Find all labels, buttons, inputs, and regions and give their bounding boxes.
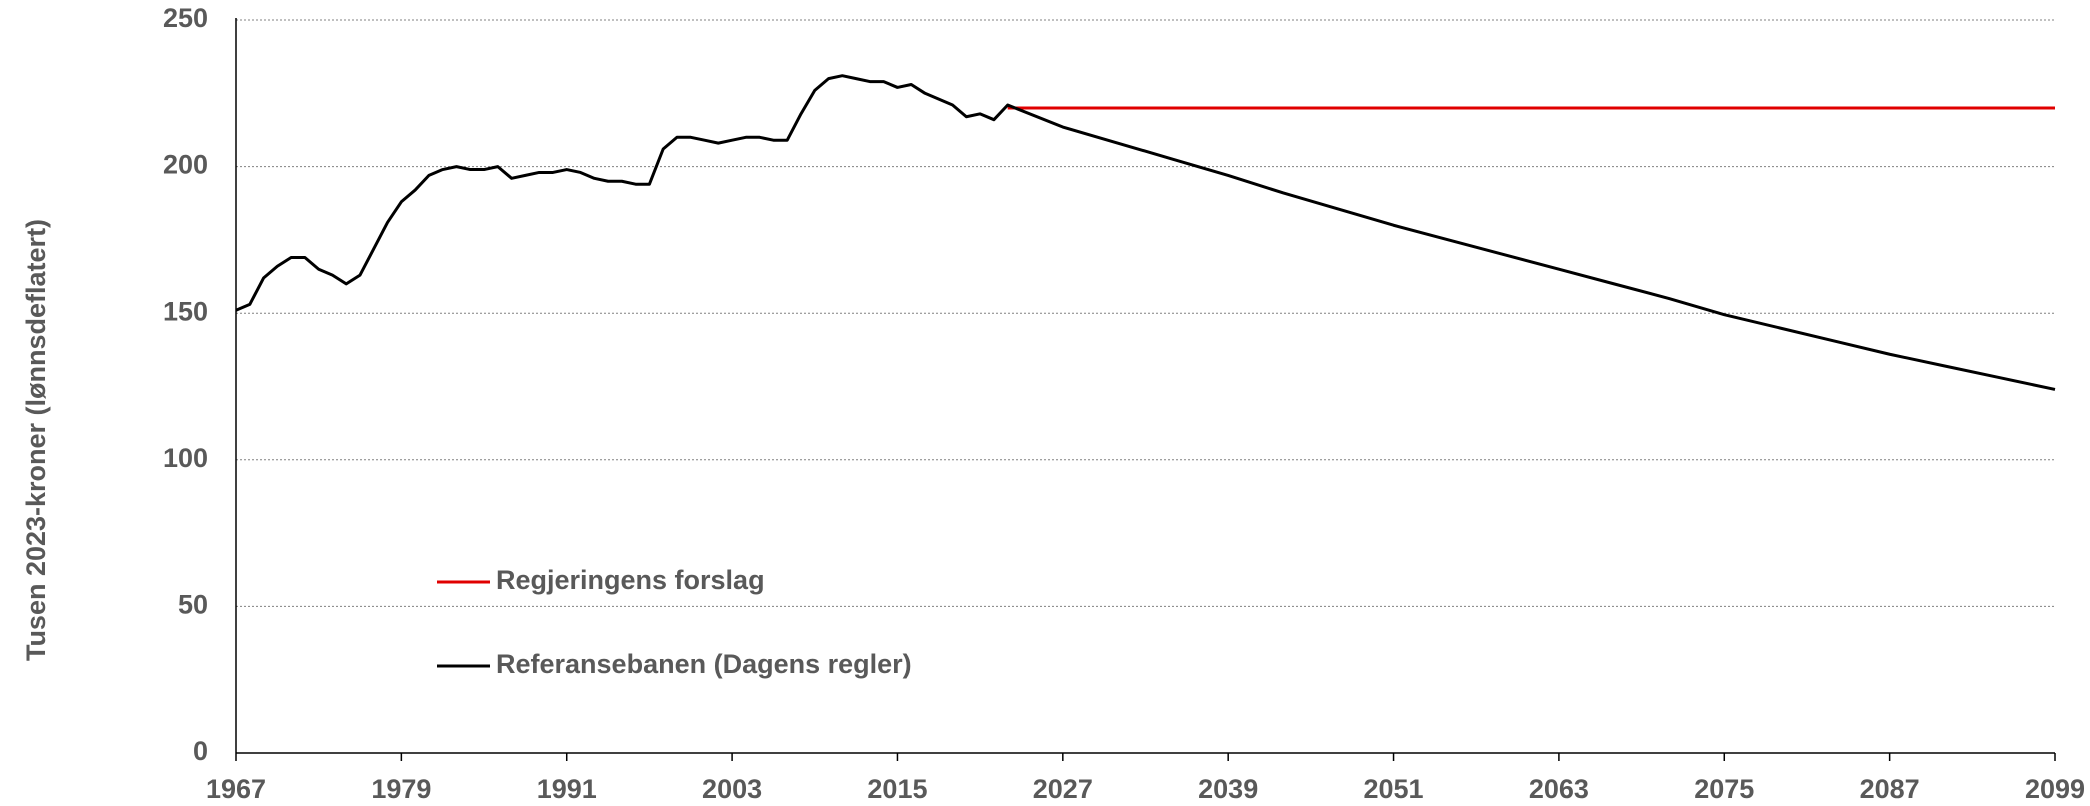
x-tick-label: 2087 [1860, 774, 1920, 804]
x-tick-label: 2051 [1364, 774, 1424, 804]
x-tick-label: 1979 [371, 774, 431, 804]
y-tick-label: 250 [163, 3, 208, 33]
y-axis-label: Tusen 2023-kroner (lønnsdeflatert) [21, 219, 51, 661]
x-tick-label: 2075 [1694, 774, 1754, 804]
x-tick-label: 1991 [537, 774, 597, 804]
x-tick-label: 2003 [702, 774, 762, 804]
x-tick-label: 2099 [2025, 774, 2085, 804]
x-tick-label: 2039 [1198, 774, 1258, 804]
y-tick-label: 100 [163, 443, 208, 473]
y-tick-label: 50 [178, 590, 208, 620]
x-tick-label: 2015 [867, 774, 927, 804]
legend-label: Regjeringens forslag [496, 565, 765, 595]
series-line [235, 74, 2056, 391]
y-tick-label: 0 [193, 736, 208, 766]
x-tick-label: 1967 [206, 774, 266, 804]
y-tick-label: 150 [163, 296, 208, 326]
legend-label: Referansebanen (Dagens regler) [496, 649, 912, 679]
x-tick-label: 2063 [1529, 774, 1589, 804]
y-tick-label: 200 [163, 150, 208, 180]
x-tick-label: 2027 [1033, 774, 1093, 804]
